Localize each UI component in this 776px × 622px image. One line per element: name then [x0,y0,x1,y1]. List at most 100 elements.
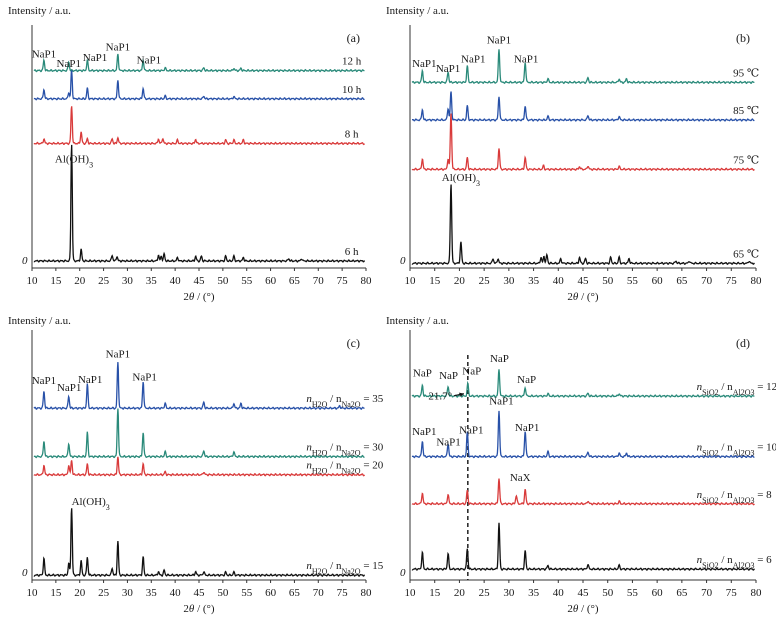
peak-annotation: NaP1 [57,58,81,70]
panel-d: Intensity / a.u. 0 (d) 10 15 20 25 30 35 40 45 50 55… [386,315,776,615]
x-tick-label: 65 [289,275,301,287]
peak-annotation: NaP1 [436,437,460,449]
x-tick-label: 60 [265,275,277,287]
panel-label: (a) [347,31,360,45]
peak-annotation: NaP1 [487,35,511,47]
peak-annotation: NaP1 [436,63,460,75]
peak-annotation: NaP [462,365,481,377]
x-tick-label: 70 [701,275,713,287]
x-tick-label: 80 [361,275,373,287]
x-tick-label: 10 [405,587,417,599]
x-tick-label: 20 [74,275,86,287]
peak-annotation: NaP1 [514,53,538,65]
series-label: nH2O / nNa2O = 15 [306,560,383,576]
series-line [33,508,366,577]
x-axis-label: 2θ / (°) [183,291,215,303]
x-tick-label: 30 [122,275,134,287]
peak-annotation: NaP [517,374,536,386]
x-tick-label: 10 [27,587,39,599]
series-label: nSiO2 / nAl2O3 = 10 [697,442,776,458]
series-label: 65 ℃ [733,248,759,260]
x-tick-label: 65 [676,587,688,599]
origin-label: 0 [400,567,406,579]
series-line [411,184,755,266]
x-tick-label: 15 [50,275,62,287]
x-tick-label: 50 [602,587,614,599]
x-tick-label: 15 [50,587,62,599]
x-tick-label: 55 [241,275,253,287]
x-tick-label: 30 [503,275,515,287]
x-tick-label: 55 [241,587,253,599]
peak-annotation: NaP1 [32,49,56,61]
series-line [33,362,365,410]
peak-annotation: 21.7° [428,391,452,403]
x-tick-label: 45 [194,275,206,287]
peak-annotation: NaP1 [412,58,436,70]
peak-annotation: NaP1 [489,396,513,408]
series-label: nSiO2 / nAl2O3 = 8 [697,489,773,505]
x-tick-label: 15 [429,275,441,287]
peak-annotation: NaP1 [459,425,483,437]
panel-c: Intensity / a.u. 0 (c) 10 15 20 25 30 35 40 45 50 55… [8,315,384,615]
series-line [33,456,366,477]
peak-annotation: Al(OH)3 [72,496,110,512]
series-line [411,113,755,172]
series-label: nH2O / nNa2O = 35 [306,393,383,409]
panel-b: Intensity / a.u. 0 (b) 10 15 20 25 30 35 40 45 50 55… [386,5,762,303]
x-tick-label: 55 [627,587,639,599]
x-tick-label: 65 [289,587,301,599]
peak-annotation: NaP1 [137,55,161,67]
y-axis-label: Intensity / a.u. [386,315,449,327]
peak-annotation: NaP1 [515,422,539,434]
x-tick-label: 40 [170,587,182,599]
series-line [411,49,755,85]
peak-annotation: NaP1 [412,426,436,438]
panel-a: Intensity / a.u. 0 (a) 10 15 20 25 30 35 40 45 50 55… [8,5,372,303]
series-line [33,53,365,73]
annotation-arrowhead [458,392,464,397]
x-tick-label: 40 [553,587,565,599]
x-tick-label: 55 [627,275,639,287]
x-tick-label: 35 [146,587,158,599]
peak-annotation: NaP1 [106,348,130,360]
panel-label: (b) [736,31,750,45]
x-tick-label: 60 [652,587,664,599]
peak-annotation: NaX [510,472,531,484]
origin-label: 0 [400,255,406,267]
x-tick-label: 75 [337,275,349,287]
peak-annotation: NaP [439,370,458,382]
series-line [33,408,365,459]
series-label: nSiO2 / nAl2O3 = 6 [697,554,773,570]
x-tick-label: 20 [454,587,466,599]
x-tick-label: 40 [553,275,565,287]
x-tick-label: 70 [313,275,325,287]
x-axis-label: 2θ / (°) [567,291,599,303]
x-tick-label: 35 [528,587,540,599]
x-tick-label: 15 [429,587,441,599]
origin-label: 0 [22,255,28,267]
series-label: 85 ℃ [733,105,759,117]
series-label: 6 h [345,246,359,258]
series-label: nSiO2 / nAl2O3 = 12 [697,381,776,397]
x-tick-label: 75 [726,587,738,599]
x-tick-label: 80 [361,587,373,599]
peak-annotation: NaP1 [132,371,156,383]
x-tick-label: 30 [503,587,515,599]
y-axis-label: Intensity / a.u. [8,5,71,17]
peak-annotation: NaP1 [106,42,130,54]
x-tick-label: 50 [602,275,614,287]
peak-annotation: NaP1 [83,52,107,64]
peak-annotation: NaP1 [78,374,102,386]
x-tick-label: 25 [479,587,491,599]
x-tick-label: 75 [337,587,349,599]
series-line [411,478,755,506]
x-tick-label: 45 [194,587,206,599]
peak-annotation: Al(OH)3 [55,153,93,169]
peak-annotation: NaP1 [32,375,56,387]
x-tick-label: 50 [217,275,229,287]
x-tick-label: 20 [454,275,466,287]
peak-annotation: NaP1 [461,53,485,65]
series-label: 10 h [342,84,362,96]
x-tick-label: 65 [676,275,688,287]
